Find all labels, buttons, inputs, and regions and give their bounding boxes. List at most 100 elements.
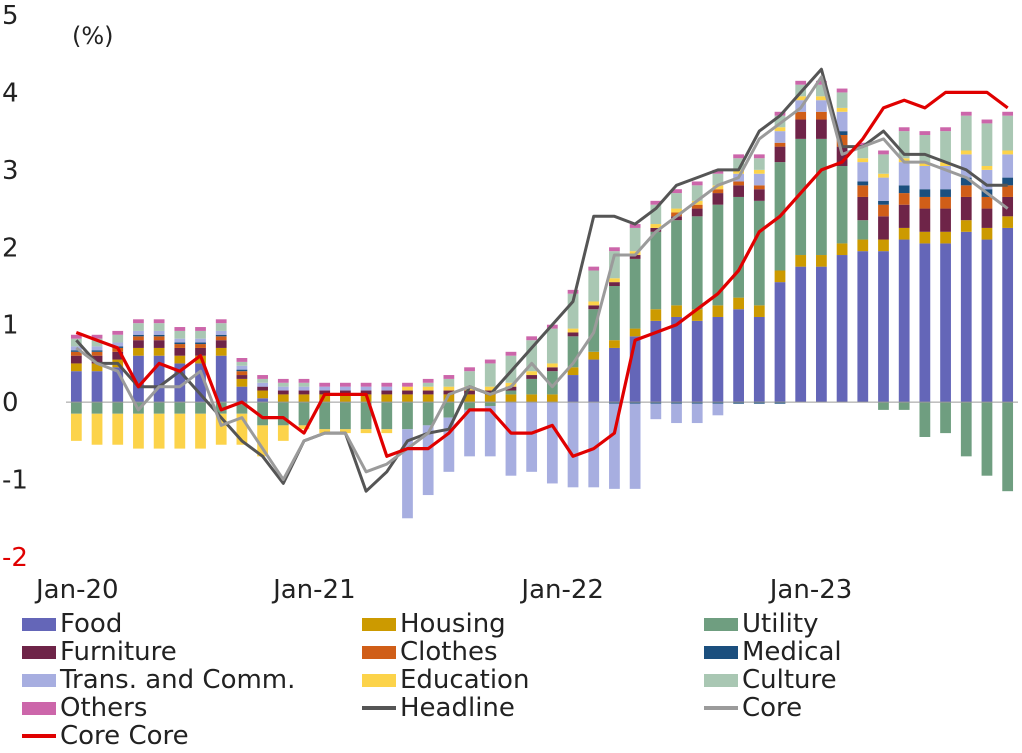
bar-furniture: [91, 355, 103, 364]
bar-others: [857, 142, 869, 147]
bar-food: [133, 355, 144, 403]
legend-label: Trans. and Comm.: [60, 665, 296, 695]
legend-label: Furniture: [60, 637, 177, 667]
bar-medical: [671, 402, 682, 404]
legend-label: Clothes: [400, 637, 498, 667]
bar-housing: [774, 270, 786, 283]
bar-trans-and-comm: [195, 338, 206, 343]
bar-others: [236, 358, 248, 362]
bar-trans-and-comm: [340, 386, 351, 391]
bar-trans-and-comm: [402, 429, 413, 519]
bar-education: [981, 165, 993, 170]
bar-food: [816, 266, 827, 403]
bar-medical: [774, 402, 786, 404]
bar-education: [546, 363, 558, 368]
bar-food: [795, 266, 807, 403]
bar-trans-and-comm: [940, 165, 951, 190]
bar-trans-and-comm: [878, 177, 889, 201]
bar-utility: [360, 402, 372, 430]
bar-trans-and-comm: [505, 402, 517, 476]
bar-food: [236, 386, 248, 403]
bar-culture: [526, 340, 538, 372]
bar-others: [629, 224, 641, 228]
bar-food: [774, 282, 786, 403]
bar-utility: [277, 402, 289, 426]
bar-utility: [298, 402, 310, 426]
bar-trans-and-comm: [360, 386, 372, 391]
bar-utility: [753, 200, 765, 306]
bar-food: [940, 243, 951, 403]
bar-education: [381, 429, 393, 434]
bar-education: [588, 301, 600, 306]
bar-housing: [733, 297, 744, 310]
bar-housing: [795, 255, 807, 267]
bar-furniture: [609, 282, 620, 286]
bar-housing: [257, 390, 268, 399]
legend-item: Others: [22, 693, 148, 723]
bar-education: [112, 413, 124, 445]
bar-trans-and-comm: [671, 403, 682, 424]
bar-education: [402, 386, 413, 391]
bar-housing: [91, 363, 103, 372]
bar-education: [650, 224, 662, 228]
bar-others: [443, 375, 455, 379]
bar-food: [960, 231, 972, 403]
bar-education: [340, 429, 351, 434]
bar-clothes: [733, 181, 744, 186]
bar-culture: [112, 334, 124, 343]
y-tick-label: 4: [2, 78, 19, 108]
bar-utility: [609, 286, 620, 341]
bar-education: [836, 107, 848, 112]
bar-others: [898, 127, 910, 132]
bar-others: [671, 189, 682, 194]
bar-trans-and-comm: [898, 162, 910, 186]
bar-furniture: [443, 390, 455, 395]
bar-food: [215, 355, 227, 403]
legend-item: Headline: [362, 693, 515, 723]
bar-culture: [878, 154, 889, 174]
bar-trans-and-comm: [298, 386, 310, 391]
bar-education: [712, 185, 724, 190]
bar-others: [70, 334, 82, 339]
bar-others: [91, 334, 103, 339]
bar-furniture: [691, 208, 703, 217]
bar-housing: [153, 347, 165, 356]
bar-trans-and-comm: [836, 111, 848, 132]
bar-culture: [753, 158, 765, 170]
bar-others: [691, 181, 703, 186]
x-axis-ticks: Jan-20 Jan-21 Jan-22 Jan-23: [34, 575, 852, 605]
bar-culture: [919, 135, 931, 163]
bar-utility: [816, 138, 827, 256]
bar-trans-and-comm: [857, 162, 869, 182]
legend-swatch: [362, 645, 396, 659]
bar-culture: [898, 131, 910, 159]
bar-others: [981, 119, 993, 124]
bar-education: [257, 425, 268, 457]
bar-clothes: [1002, 185, 1014, 197]
bar-utility: [836, 165, 848, 244]
bar-furniture: [298, 390, 310, 395]
bar-culture: [464, 371, 475, 387]
legend-item: Core: [704, 693, 802, 723]
bar-housing: [898, 227, 910, 240]
bar-furniture: [629, 255, 641, 259]
bar-utility: [712, 204, 724, 306]
bar-food: [112, 367, 124, 403]
legend-label: Others: [60, 693, 148, 723]
legend-item: Food: [22, 609, 122, 639]
bar-clothes: [898, 193, 910, 205]
bar-clothes: [816, 111, 827, 120]
bar-culture: [298, 382, 310, 387]
bar-utility: [940, 402, 951, 434]
bar-housing: [443, 394, 455, 403]
bar-trans-and-comm: [629, 403, 641, 489]
bar-furniture: [174, 347, 186, 356]
legend-label: Culture: [742, 665, 837, 695]
bar-culture: [484, 363, 496, 387]
bar-medical: [133, 334, 144, 337]
legend-swatch: [22, 673, 56, 687]
bar-furniture: [277, 390, 289, 395]
legend: Food Housing Utility Furniture Clothes Medica…: [22, 609, 1022, 753]
bar-others: [319, 382, 331, 387]
bar-housing: [753, 305, 765, 317]
